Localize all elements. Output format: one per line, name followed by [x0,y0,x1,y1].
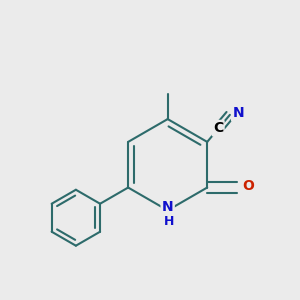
Text: N: N [232,106,244,120]
Text: C: C [213,121,223,135]
Text: H: H [164,215,174,228]
Text: N: N [162,200,173,214]
Text: O: O [242,179,254,193]
